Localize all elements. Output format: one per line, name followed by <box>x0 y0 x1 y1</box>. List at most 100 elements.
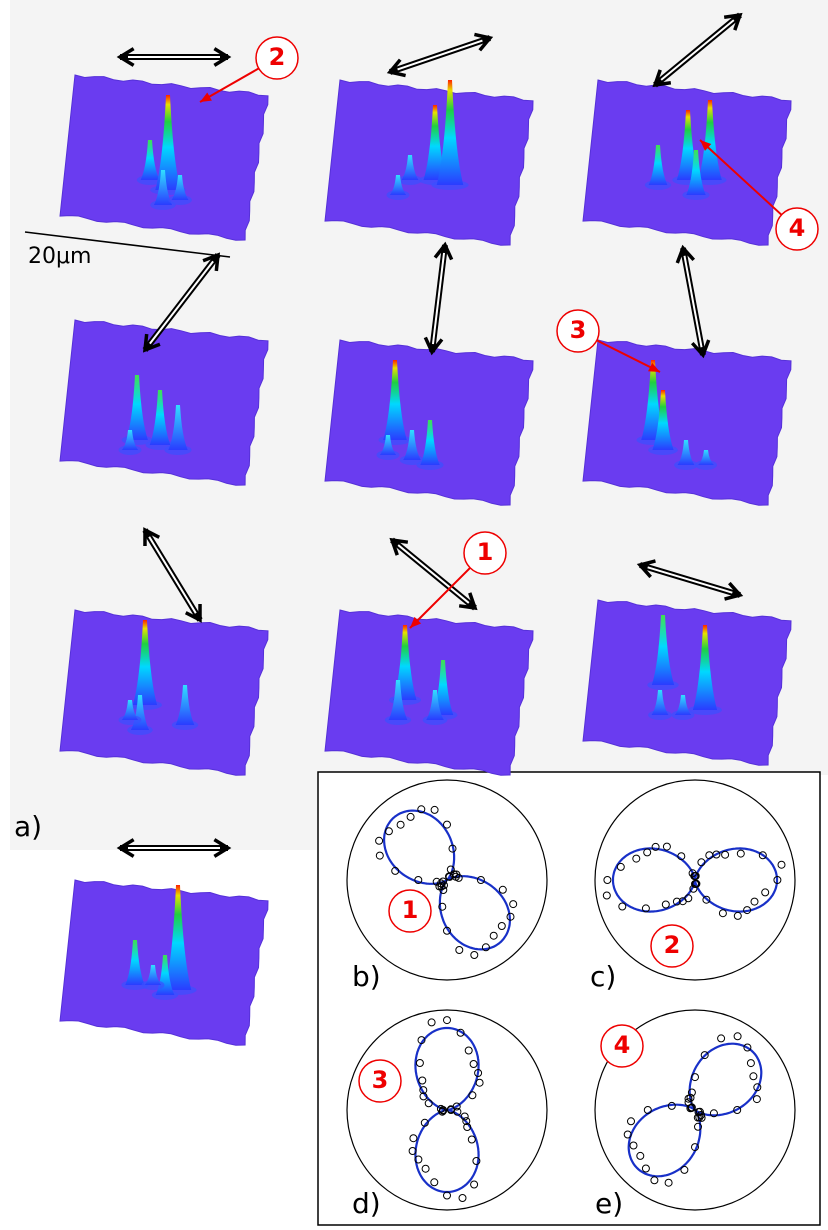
surface-panel <box>582 339 792 506</box>
panel-a-background <box>10 775 317 850</box>
measured-point <box>664 1178 673 1187</box>
peak <box>426 690 444 720</box>
polarization-arrows <box>116 12 783 858</box>
callout-number: 2 <box>664 931 681 959</box>
measured-point <box>643 1106 652 1114</box>
measured-point <box>474 1069 483 1077</box>
measured-point <box>454 873 463 882</box>
arrow-head <box>675 244 696 264</box>
surface-panel <box>324 609 534 776</box>
measured-point <box>460 1112 469 1121</box>
measured-point <box>468 1091 477 1100</box>
measured-point <box>375 851 384 860</box>
surface-panel <box>59 879 269 1046</box>
peak <box>168 405 188 450</box>
measured-point <box>702 895 711 904</box>
polar-plots <box>346 779 796 1211</box>
arrow-head <box>636 559 656 579</box>
measured-point <box>777 860 786 869</box>
arrow-shaft <box>397 39 483 71</box>
measured-point <box>733 1106 742 1114</box>
measured-point <box>641 1164 650 1173</box>
measured-point <box>661 900 670 909</box>
measured-point <box>752 1095 761 1104</box>
arrow-head <box>116 47 135 67</box>
arrow-shaft <box>148 536 197 614</box>
measured-point <box>509 900 518 909</box>
panel-label: a) <box>14 810 42 843</box>
measured-point <box>651 842 660 851</box>
measured-point <box>443 926 451 935</box>
measured-point <box>375 836 384 845</box>
peak <box>686 150 706 195</box>
measured-point <box>627 1117 635 1126</box>
measured-point <box>602 891 611 900</box>
arrow-head <box>690 339 711 359</box>
measured-point <box>419 1086 428 1095</box>
surface-panel <box>582 79 792 246</box>
measured-point <box>470 951 479 959</box>
surface <box>324 609 534 776</box>
measured-point <box>475 1078 484 1087</box>
peak <box>379 435 397 455</box>
measured-point <box>443 1191 451 1200</box>
measured-point <box>489 931 498 940</box>
measured-point <box>650 1176 659 1185</box>
measured-point <box>680 1165 689 1174</box>
surface <box>59 319 269 486</box>
measured-point <box>506 912 515 921</box>
arrow-head <box>474 32 494 52</box>
callout-circle <box>600 1024 644 1068</box>
measured-point <box>384 827 393 836</box>
measured-point <box>463 1123 472 1131</box>
callout-arrowhead <box>410 616 422 628</box>
measured-point <box>641 904 650 913</box>
measured-point <box>415 1059 424 1067</box>
arrow-shaft <box>683 255 703 348</box>
arrow-head <box>116 838 135 858</box>
surface-panel <box>59 609 269 776</box>
peak <box>674 695 692 715</box>
peak <box>698 100 722 180</box>
peak <box>383 360 407 440</box>
measured-point <box>470 1180 479 1189</box>
measured-point <box>432 877 441 886</box>
measured-point <box>456 1028 465 1037</box>
peak <box>125 940 145 985</box>
measured-point <box>733 1032 742 1041</box>
measured-point <box>687 1088 696 1097</box>
measured-point <box>436 1104 445 1113</box>
callout-number: 4 <box>789 214 806 242</box>
measured-point <box>414 1155 423 1164</box>
arrow-head <box>213 47 232 67</box>
arrow-shaft <box>647 566 733 594</box>
measured-point <box>430 1178 439 1187</box>
measured-point <box>733 911 742 920</box>
measured-point <box>462 1117 471 1126</box>
measured-point <box>445 872 454 881</box>
measured-point <box>498 885 507 894</box>
arrow-head <box>143 527 161 547</box>
callout-circle <box>463 531 507 575</box>
measured-point <box>414 876 423 884</box>
measured-point <box>718 909 727 918</box>
peak <box>126 375 148 440</box>
fit-curve <box>611 847 779 913</box>
measured-point <box>721 850 730 859</box>
measured-point <box>709 1109 718 1118</box>
peak <box>423 105 447 180</box>
measured-point <box>408 1147 417 1155</box>
measured-point <box>758 851 767 860</box>
arrow-head <box>433 241 454 261</box>
measured-point <box>686 1093 695 1102</box>
peak <box>388 680 408 720</box>
peak <box>144 965 162 985</box>
callout-arrowhead <box>200 92 212 102</box>
surfaces <box>59 74 792 1046</box>
measured-point <box>443 1016 451 1025</box>
callout-arrow <box>699 139 783 216</box>
measured-point <box>438 902 447 911</box>
surface-panel <box>324 339 534 506</box>
measured-point <box>476 876 485 884</box>
